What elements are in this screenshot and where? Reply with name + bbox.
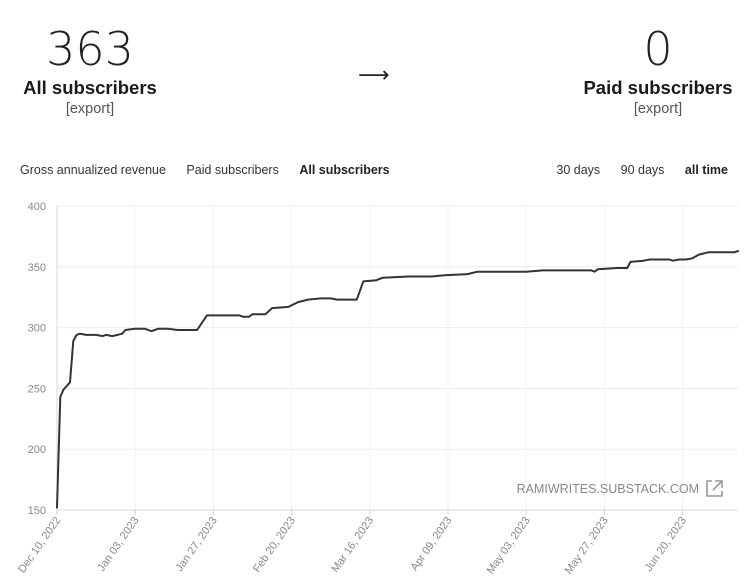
watermark-text[interactable]: RAMIWRITES.SUBSTACK.COM [517, 482, 699, 496]
series-line [56, 250, 739, 509]
all-subscribers-stat: 363 All subscribers [export] [0, 22, 190, 117]
tab-gross-annualized-revenue[interactable]: Gross annualized revenue [20, 163, 166, 177]
x-tick-label: Jun 20, 2023 [643, 515, 689, 574]
x-tick-label: Dec 10, 2022 [16, 515, 63, 575]
x-tick-label: Jan 03, 2023 [95, 515, 141, 574]
chart-series [56, 250, 739, 509]
x-tick-label: May 27, 2023 [563, 515, 611, 576]
tab-paid-subscribers[interactable]: Paid subscribers [186, 163, 279, 177]
y-tick-label: 350 [28, 262, 46, 274]
external-link-icon[interactable] [706, 480, 723, 497]
y-tick-label: 150 [28, 505, 46, 517]
subscribers-line-chart: 150 200 250 300 350 400 Dec 10, 2022 Jan 03, 2… [16, 201, 739, 576]
tab-30-days[interactable]: 30 days [556, 163, 601, 177]
tab-all-subscribers[interactable]: All subscribers [299, 163, 390, 177]
x-tick-label: Feb 20, 2023 [251, 515, 298, 575]
x-axis: Dec 10, 2022 Jan 03, 2023 Jan 27, 2023 Feb … [16, 509, 738, 576]
y-tick-label: 250 [28, 383, 46, 395]
x-tick-label: Jan 27, 2023 [174, 515, 220, 574]
paid-subscribers-count: 0 [643, 22, 673, 76]
y-tick-label: 200 [28, 444, 46, 456]
all-subscribers-count: 363 [46, 22, 134, 76]
watermark[interactable]: RAMIWRITES.SUBSTACK.COM [517, 480, 723, 497]
metric-tabs: Gross annualized revenue Paid subscriber… [20, 163, 407, 177]
chart-grid [56, 205, 738, 511]
all-subscribers-export-link[interactable]: [export] [65, 101, 115, 117]
tab-all-time[interactable]: all time [684, 163, 728, 177]
paid-subscribers-stat: 0 Paid subscribers [export] [558, 22, 755, 117]
paid-subscribers-export-link[interactable]: [export] [633, 101, 683, 117]
x-tick-label: Apr 09, 2023 [408, 515, 454, 573]
all-subscribers-label: All subscribers [23, 77, 157, 98]
paid-subscribers-label: Paid subscribers [583, 77, 733, 98]
y-axis: 150 200 250 300 350 400 [28, 201, 58, 517]
right-arrow-icon: ⟶ [358, 62, 390, 87]
tab-90-days[interactable]: 90 days [620, 163, 665, 177]
y-tick-label: 400 [28, 201, 46, 213]
y-tick-label: 300 [28, 323, 46, 335]
x-tick-label: Mar 16, 2023 [329, 515, 376, 575]
x-tick-label: May 03, 2023 [485, 515, 533, 576]
range-tabs: 30 days 90 days all time [539, 163, 728, 177]
